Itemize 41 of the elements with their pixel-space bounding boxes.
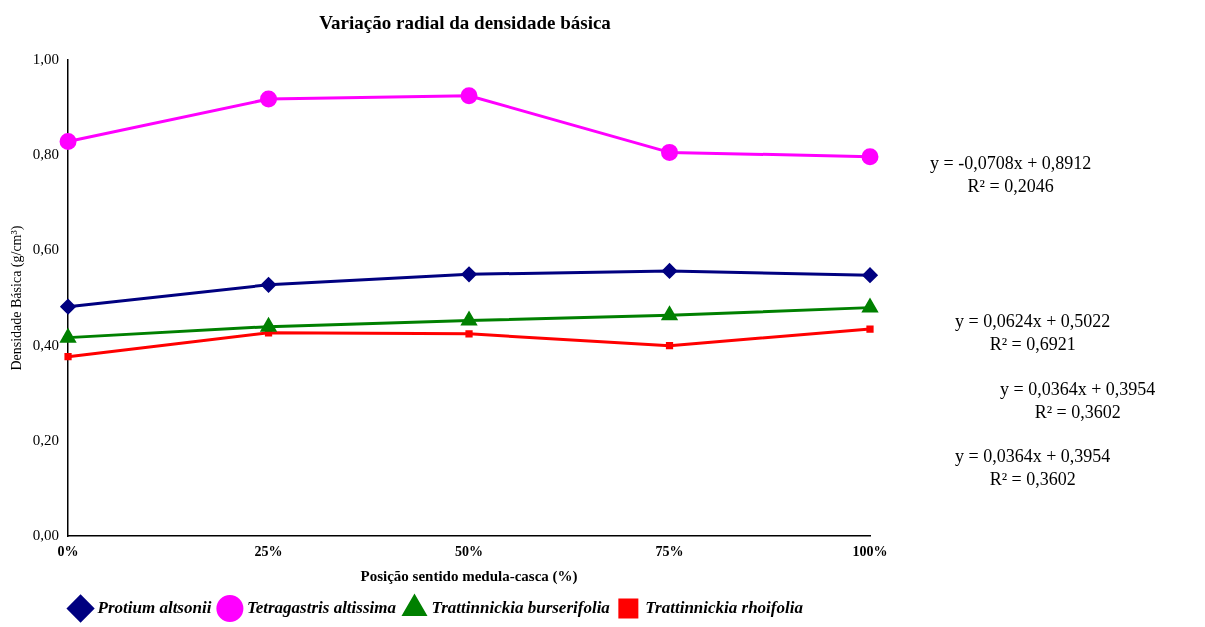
point — [461, 266, 477, 282]
y-tick-label: 0,40 — [32, 336, 60, 353]
point — [861, 148, 879, 166]
y-tick-label: 0,80 — [32, 146, 60, 163]
point — [661, 306, 678, 321]
point — [662, 263, 678, 279]
legend-label: Protium altsonii — [96, 597, 212, 617]
point — [862, 299, 878, 313]
point — [60, 329, 76, 343]
y-tick-label: 0,20 — [32, 431, 60, 448]
point — [261, 277, 277, 293]
point — [64, 353, 72, 361]
x-tick-label: 75% — [655, 544, 684, 560]
point — [260, 318, 277, 332]
point — [465, 330, 473, 338]
y-tick-label: 1,00 — [32, 50, 60, 67]
x-tick-label: 100% — [852, 544, 888, 560]
point — [60, 299, 76, 315]
legend-label: Trattinnickia rhoifolia — [645, 597, 804, 617]
legend-label: Tetragastris altissima — [246, 597, 397, 617]
point — [866, 325, 874, 333]
text: y = 0,0624x + 0,5022 R² = 0,6921 — [955, 310, 1111, 356]
y-axis-title: Densidade Básica (g/cm³) — [9, 225, 26, 371]
text: y = 0,0364x + 0,3954 R² = 0,3602 — [1000, 378, 1156, 424]
x-axis-title: Posição sentido medula-casca (%) — [360, 567, 578, 585]
point — [661, 143, 679, 161]
chart-title: Variação radial da densidade básica — [318, 12, 612, 34]
point — [59, 132, 77, 150]
x-tick-label: 50% — [455, 544, 484, 560]
x-tick-label: 25% — [254, 544, 283, 560]
legend-label: Trattinnickia burserifolia — [431, 597, 611, 617]
point — [260, 90, 278, 108]
text: y = -0,0708x + 0,8912 R² = 0,2046 — [930, 152, 1092, 198]
point — [460, 87, 478, 105]
x-tick-label: 0% — [57, 544, 79, 560]
point — [862, 267, 878, 283]
point — [665, 342, 674, 350]
text: y = 0,0364x + 0,3954 R² = 0,3602 — [955, 445, 1111, 491]
y-tick-label: 0,00 — [32, 527, 60, 544]
point — [461, 311, 477, 326]
y-tick-label: 0,60 — [32, 241, 60, 258]
